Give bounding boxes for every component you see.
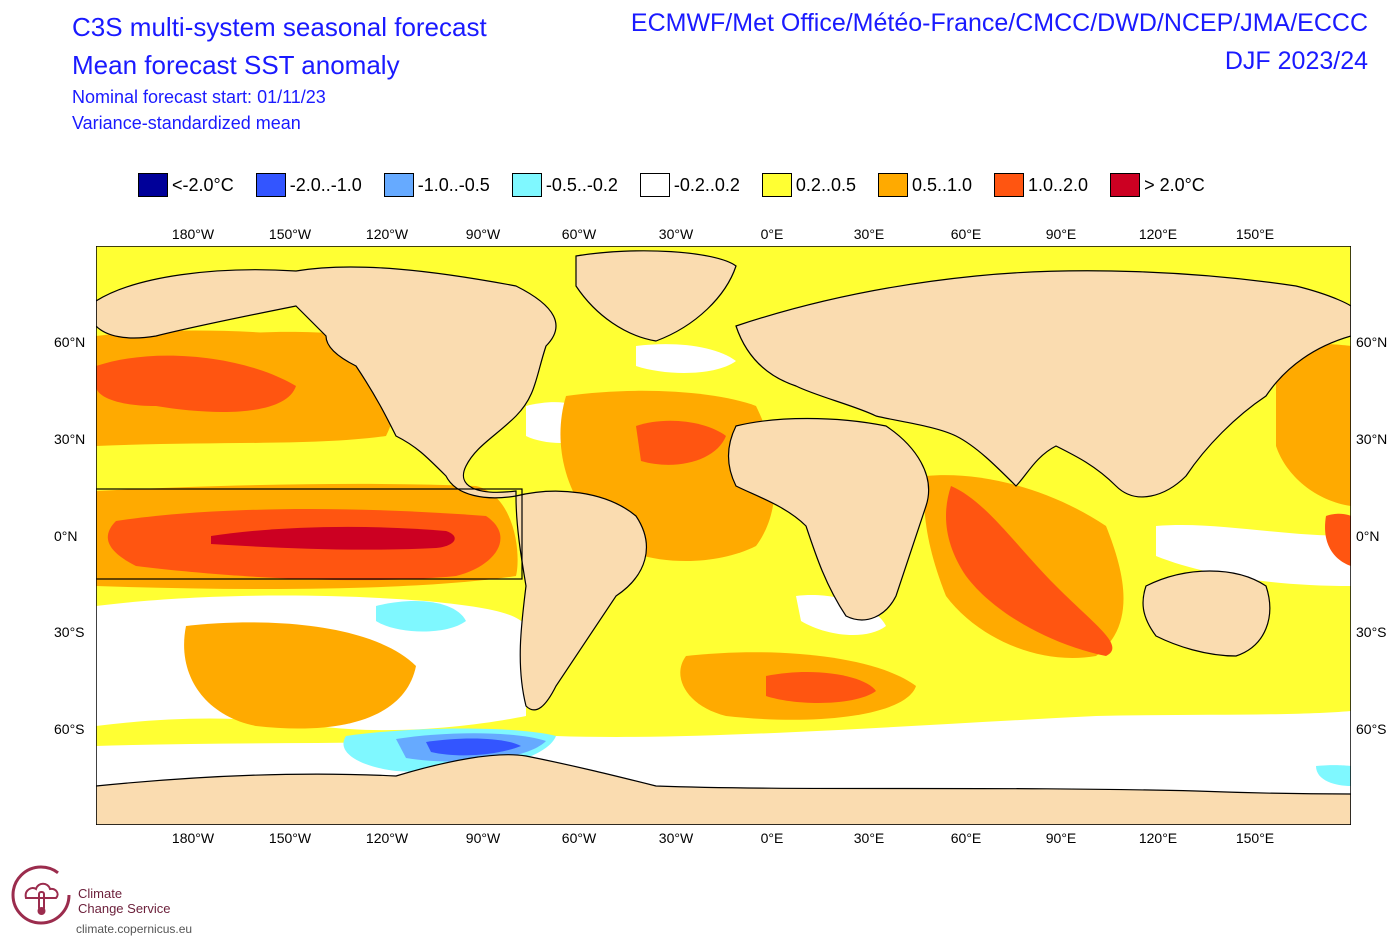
lon-tick-label: 30°E [853,830,885,846]
legend-item: <-2.0°C [138,173,234,197]
lon-tick-label: 120°W [365,830,409,846]
lat-tick-label: 0°N [1356,528,1380,544]
legend-item: -1.0..-0.5 [383,173,490,197]
land-antarctica [96,754,1351,825]
land-africa [727,417,930,621]
anomaly-neutral [636,344,736,373]
lon-tick-label: 60°W [561,830,597,846]
lon-tick-label: 90°W [465,226,501,242]
logo-line2: Change Service [78,901,171,916]
lat-tick-label: 60°S [1356,721,1387,737]
legend-label: <-2.0°C [172,174,234,195]
map-title: C3S multi-system seasonal forecast [72,12,487,42]
lat-tick-label: 30°N [1356,431,1388,447]
forecast-start: Nominal forecast start: 01/11/23 [72,87,326,107]
legend-label: -2.0..-1.0 [289,174,362,195]
lat-tick-label: 30°N [54,431,86,447]
legend-item: -2.0..-1.0 [255,173,362,197]
legend-swatch [383,173,414,197]
legend-item: -0.5..-0.2 [511,173,618,197]
land-australia [1142,570,1271,657]
lon-tick-label: 180°W [171,226,215,242]
systems-block: ECMWF/Met Office/Météo-France/CMCC/DWD/N… [631,4,1368,80]
lat-tick-label: 30°S [1356,624,1387,640]
map-subtitle: Mean forecast SST anomaly [72,50,400,80]
nino-region-box [96,488,523,580]
legend-swatch [761,173,792,197]
legend-item: > 2.0°C [1110,173,1205,197]
anomaly-extreme-warm [211,526,455,550]
lat-tick-label: 60°S [54,721,85,737]
legend-swatch [138,173,168,197]
sst-anomaly-map [96,246,1351,825]
lon-tick-label: 60°E [950,226,982,242]
legend-label: -0.5..-0.2 [545,174,618,195]
title-block: C3S multi-system seasonal forecast Mean … [72,8,487,136]
legend-swatch [994,173,1025,197]
climate-service-icon [11,865,71,925]
lon-tick-label: 30°W [658,830,694,846]
lat-tick-label: 60°N [1356,334,1388,350]
anomaly-strong-warm [1325,513,1351,566]
lon-tick-label: 0°E [760,226,784,242]
legend-item: -0.2..0.2 [639,173,740,197]
lon-tick-label: 90°W [465,830,501,846]
land-south-america [515,490,647,711]
lon-tick-label: 0°E [760,830,784,846]
anomaly-neutral [796,595,886,636]
legend: <-2.0°C -2.0..-1.0 -1.0..-0.5 -0.5..-0.2 -0.… [138,173,1227,197]
legend-label: 1.0..2.0 [1028,174,1089,195]
logo-url: climate.copernicus.eu [76,922,193,936]
lon-tick-label: 150°W [268,830,312,846]
lon-tick-label: 60°W [561,226,597,242]
lon-tick-label: 30°E [853,226,885,242]
season-label: DJF 2023/24 [1224,47,1368,75]
legend-item: 1.0..2.0 [994,173,1088,197]
land-greenland [575,250,737,342]
anomaly-strong-warm [96,355,296,412]
legend-label: -0.2..0.2 [673,174,740,195]
legend-swatch [639,173,670,197]
lon-tick-label: 150°E [1235,226,1275,242]
legend-swatch [1110,173,1141,197]
lat-tick-label: 0°N [54,528,78,544]
legend-item: 0.5..1.0 [877,173,973,197]
anomaly-strong-warm [636,420,726,465]
anomaly-strong-warm [766,671,876,703]
lon-tick-label: 120°E [1138,226,1178,242]
land-eurasia [735,270,1351,498]
mean-type: Variance-standardized mean [72,113,301,133]
legend-label: 0.2..0.5 [795,174,856,195]
copernicus-logo [10,864,72,931]
lat-tick-label: 30°S [54,624,85,640]
legend-item: 0.2..0.5 [761,173,856,197]
lon-tick-label: 90°E [1045,226,1077,242]
lon-tick-label: 30°W [658,226,694,242]
legend-swatch [877,173,908,197]
anomaly-moderate-warm [184,622,416,729]
anomaly-strong-warm [946,486,1113,656]
legend-label: 0.5..1.0 [911,174,973,195]
logo-line1: Climate [78,886,123,901]
lon-tick-label: 180°W [171,830,215,846]
lon-tick-label: 120°E [1138,830,1178,846]
legend-label: -1.0..-0.5 [417,174,490,195]
systems-list: ECMWF/Met Office/Météo-France/CMCC/DWD/N… [630,9,1368,37]
legend-label: > 2.0°C [1144,174,1205,195]
lon-tick-label: 120°W [365,226,409,242]
land-north-america [96,266,557,499]
logo-text: Climate Change Service [78,886,171,916]
anomaly-moderate-warm [1276,343,1351,506]
lon-tick-label: 150°W [268,226,312,242]
legend-swatch [511,173,542,197]
anomaly-weak-cool [1316,765,1351,786]
lon-tick-label: 60°E [950,830,982,846]
anomaly-strong-cool [426,738,521,756]
legend-swatch [255,173,286,197]
lon-tick-label: 150°E [1235,830,1275,846]
lon-tick-label: 90°E [1045,830,1077,846]
lat-tick-label: 60°N [54,334,86,350]
anomaly-weak-cool [376,601,466,632]
